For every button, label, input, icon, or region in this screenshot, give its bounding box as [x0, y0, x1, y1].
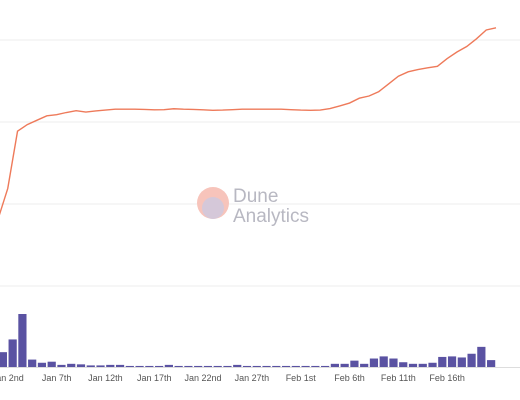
- bar: [369, 358, 379, 367]
- bar: [281, 365, 291, 367]
- bar: [389, 358, 398, 367]
- bar: [438, 356, 447, 367]
- bar: [76, 364, 86, 367]
- bar: [360, 363, 369, 367]
- x-tick-label: Jan 7th: [42, 373, 72, 383]
- bar: [223, 365, 232, 367]
- bar: [233, 364, 242, 367]
- bar: [321, 365, 330, 367]
- bar: [164, 364, 173, 367]
- bar: [57, 364, 66, 367]
- bar: [291, 365, 300, 367]
- bar: [86, 365, 95, 367]
- bar: [184, 365, 193, 367]
- daily-bars: [0, 314, 496, 367]
- bar: [399, 362, 408, 367]
- bar: [8, 339, 17, 367]
- bar: [18, 314, 27, 367]
- bar: [272, 365, 281, 367]
- bar: [213, 365, 222, 367]
- bar: [203, 365, 213, 367]
- gridlines: [0, 39, 520, 368]
- bar: [301, 365, 310, 367]
- bar: [408, 363, 418, 367]
- bar: [418, 363, 427, 367]
- bar: [428, 362, 437, 367]
- bar: [135, 365, 144, 367]
- bar: [262, 365, 271, 367]
- bar: [194, 365, 203, 367]
- cumulative-line: [0, 27, 497, 216]
- bar: [155, 365, 164, 367]
- watermark-logo-bottom-icon: [202, 197, 224, 219]
- bar: [252, 365, 261, 367]
- watermark-text-dune: Dune: [233, 186, 278, 207]
- bar: [311, 365, 320, 367]
- bar: [350, 360, 359, 367]
- x-tick-label: Feb 6th: [334, 373, 365, 383]
- bar: [330, 363, 339, 367]
- bar: [106, 364, 115, 367]
- bar: [145, 365, 154, 367]
- bar: [477, 346, 486, 367]
- bar: [487, 360, 496, 367]
- bar: [0, 352, 7, 367]
- bar: [115, 364, 125, 367]
- bar: [242, 365, 252, 367]
- x-tick-label: Jan 2nd: [0, 373, 24, 383]
- bar: [457, 357, 466, 367]
- bar: [447, 356, 457, 367]
- x-tick-label: Jan 27th: [235, 373, 270, 383]
- x-tick-label: Jan 12th: [88, 373, 123, 383]
- x-tick-label: Jan 22nd: [185, 373, 222, 383]
- watermark-text-analytics: Analytics: [233, 206, 309, 227]
- bar: [340, 363, 349, 367]
- x-axis-ticks: Jan 2nd Jan 7th Jan 12th Jan 17th Jan 22nd Ja…: [0, 373, 465, 383]
- bar: [37, 362, 47, 367]
- x-tick-label: Jan 17th: [137, 373, 172, 383]
- bar: [379, 356, 388, 367]
- x-tick-label: Feb 11th: [381, 373, 416, 383]
- bar: [125, 365, 134, 367]
- dune-analytics-watermark: Dune Analytics: [197, 186, 309, 227]
- bar: [47, 361, 56, 367]
- bar: [28, 359, 37, 367]
- x-tick-label: Feb 16th: [429, 373, 465, 383]
- bar: [67, 363, 76, 367]
- bar: [174, 365, 183, 367]
- x-tick-label: Feb 1st: [286, 373, 317, 383]
- bar: [96, 365, 105, 367]
- bar: [467, 353, 476, 367]
